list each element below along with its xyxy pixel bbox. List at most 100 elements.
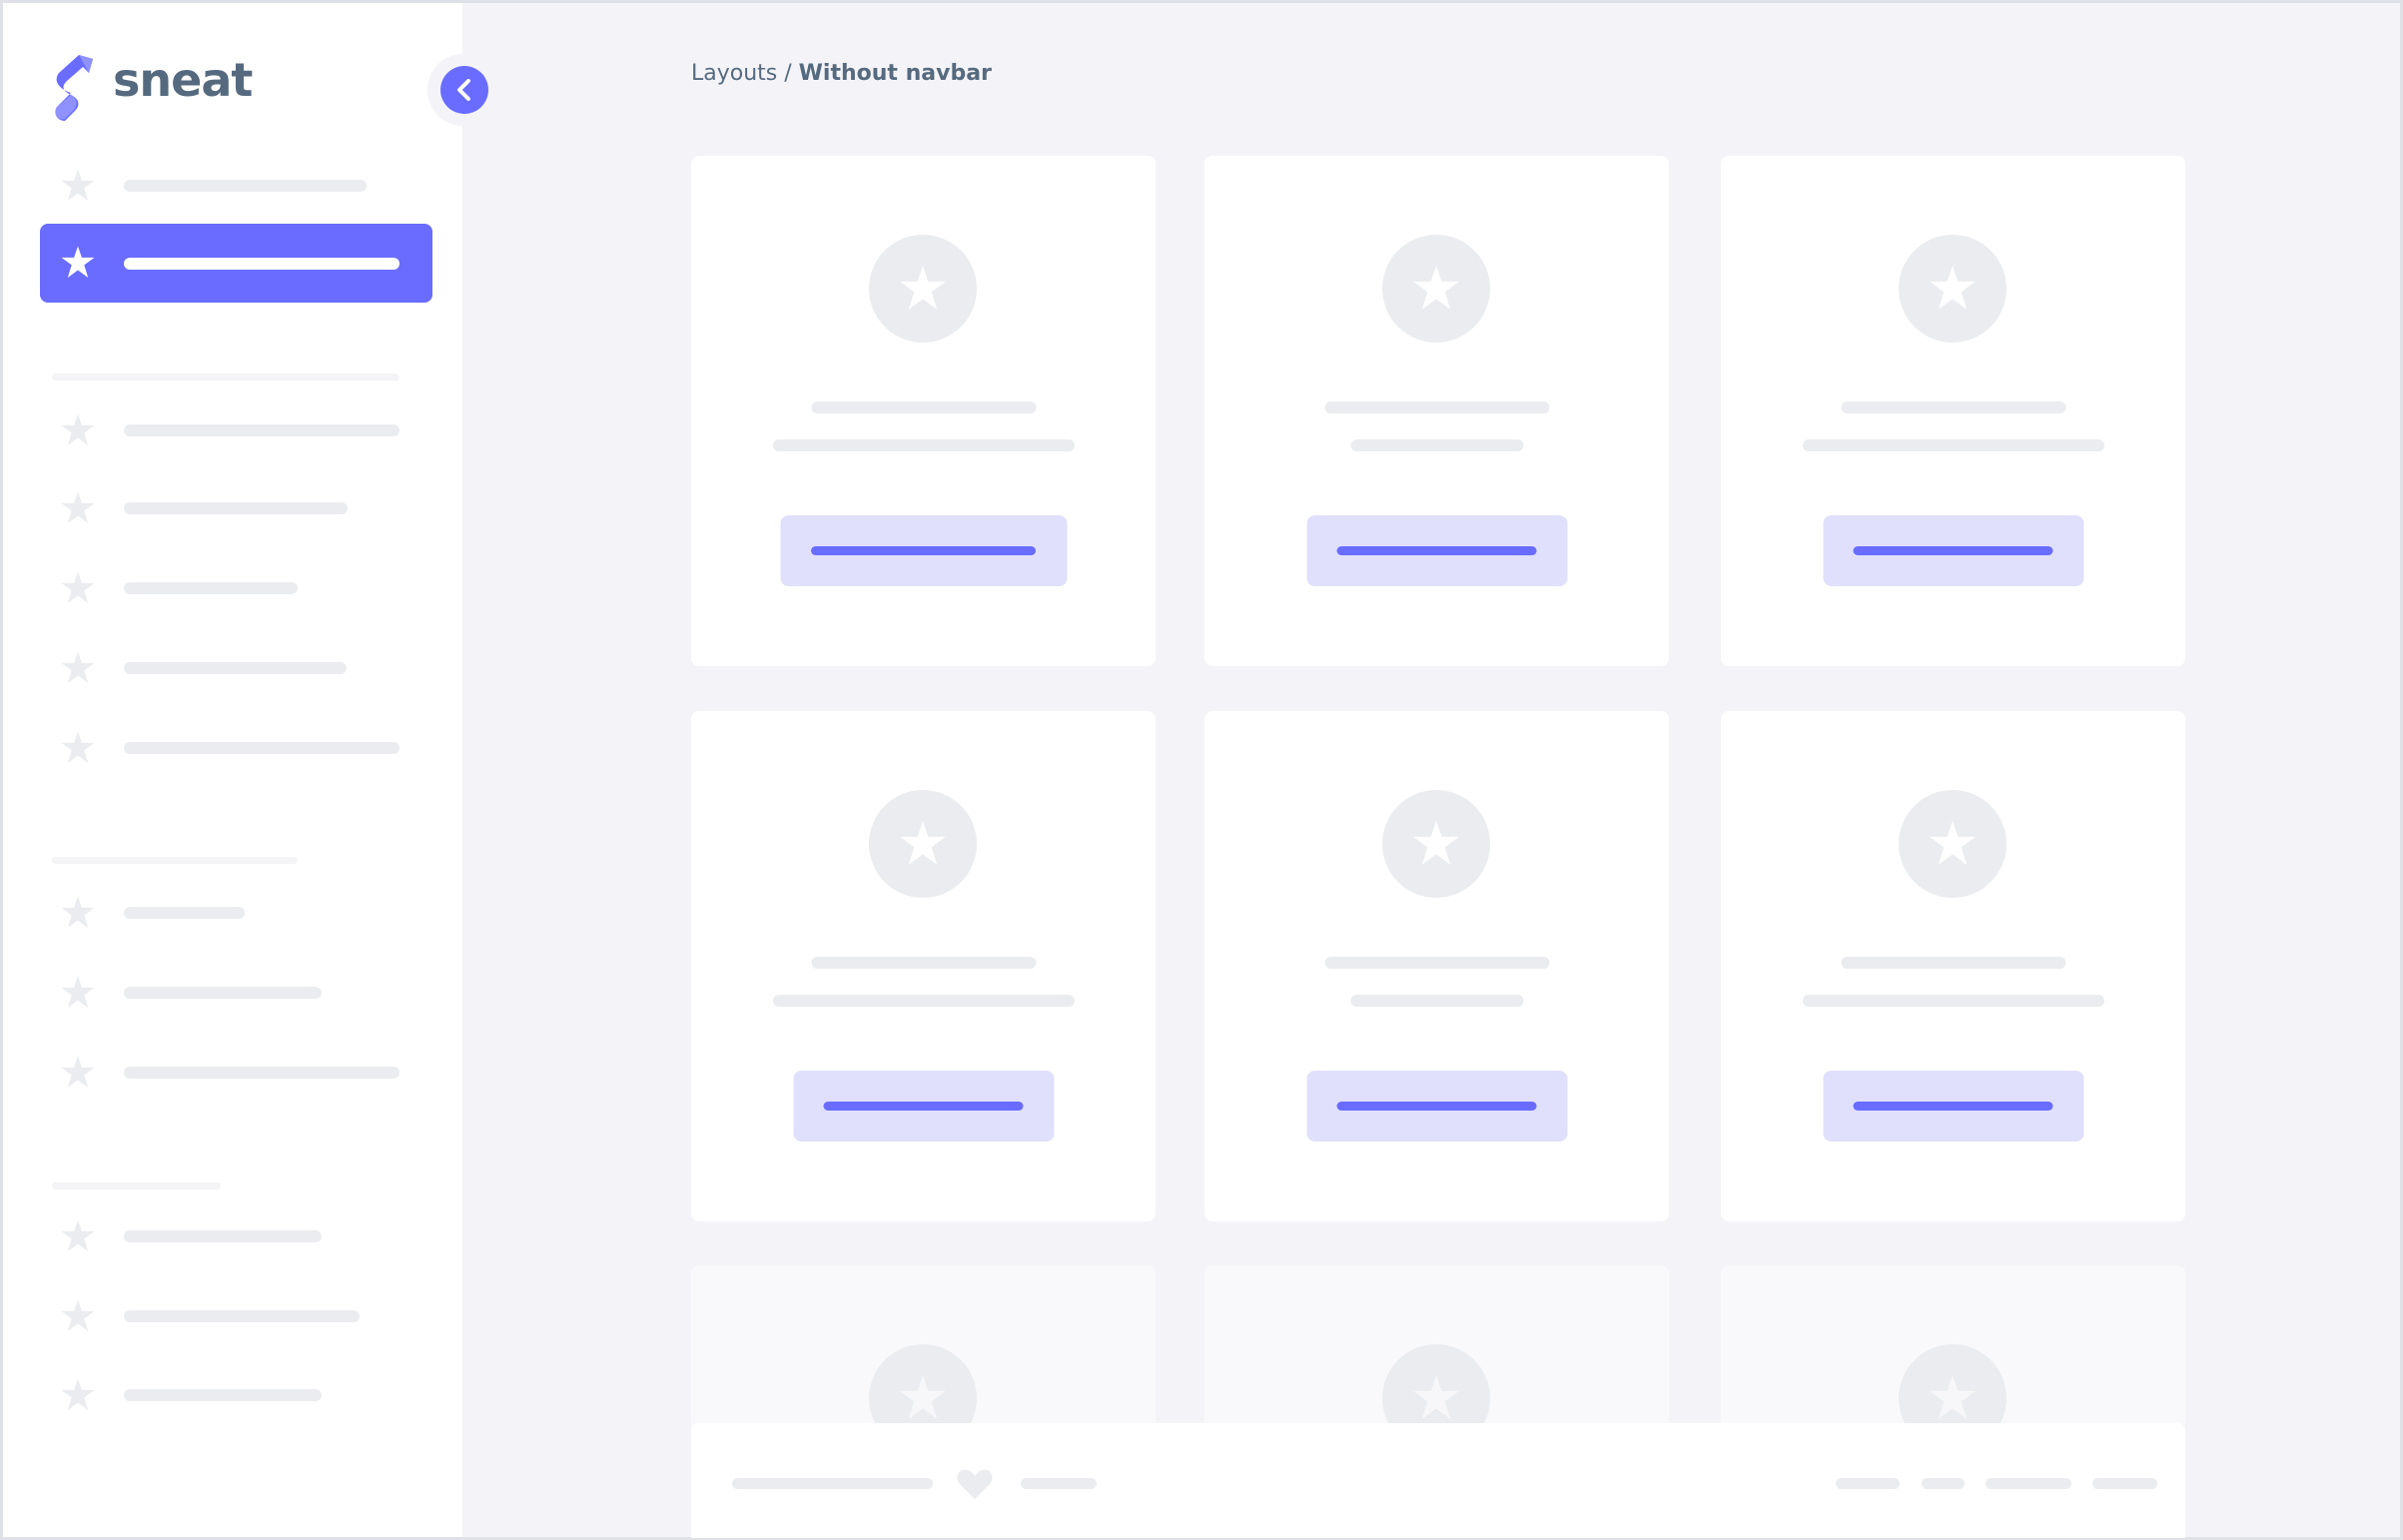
card-avatar bbox=[1899, 235, 2006, 343]
star-icon bbox=[60, 1377, 96, 1413]
sidebar-item-label-placeholder bbox=[124, 502, 348, 514]
sidebar-item-label-placeholder bbox=[124, 582, 298, 594]
sidebar-item-label-placeholder bbox=[124, 1067, 400, 1079]
footer-author-placeholder bbox=[1021, 1478, 1097, 1489]
card-button-label-placeholder bbox=[1853, 546, 2053, 555]
star-icon bbox=[898, 1373, 948, 1423]
sidebar-section-divider bbox=[52, 1182, 221, 1189]
sidebar-item[interactable] bbox=[40, 1216, 432, 1256]
card-action-button[interactable] bbox=[1823, 515, 2083, 586]
footer bbox=[691, 1423, 2185, 1538]
star-icon bbox=[60, 570, 96, 606]
sidebar-item-label-placeholder bbox=[124, 1310, 360, 1322]
card-text-placeholder bbox=[1802, 995, 2104, 1007]
content-card bbox=[691, 711, 1156, 1221]
card-avatar bbox=[1382, 235, 1490, 343]
card-button-label-placeholder bbox=[1336, 1102, 1537, 1111]
card-text-placeholder bbox=[1802, 439, 2104, 451]
sidebar-section-divider bbox=[52, 374, 400, 381]
sidebar-item[interactable] bbox=[40, 728, 432, 768]
star-icon bbox=[898, 819, 948, 869]
sidebar-item[interactable] bbox=[40, 410, 432, 450]
star-icon bbox=[60, 650, 96, 686]
sidebar-item-label-placeholder bbox=[124, 1230, 322, 1242]
sidebar-section-divider bbox=[52, 857, 298, 864]
sidebar-item-label-placeholder bbox=[124, 742, 400, 754]
star-icon bbox=[1928, 819, 1978, 869]
card-button-label-placeholder bbox=[823, 1102, 1024, 1111]
content-card bbox=[1204, 156, 1669, 666]
star-icon bbox=[60, 1298, 96, 1334]
card-action-button[interactable] bbox=[1823, 1071, 2083, 1142]
sidebar-item[interactable] bbox=[40, 166, 432, 206]
card-avatar bbox=[1899, 790, 2006, 898]
card-action-button[interactable] bbox=[1306, 1071, 1567, 1142]
sidebar-item-active[interactable] bbox=[40, 224, 432, 303]
sidebar: sneat bbox=[3, 3, 462, 1537]
star-icon bbox=[60, 1218, 96, 1254]
star-icon bbox=[1928, 264, 1978, 314]
footer-link[interactable] bbox=[2092, 1478, 2157, 1489]
content-card bbox=[1721, 156, 2185, 666]
card-title-placeholder bbox=[1324, 401, 1549, 413]
heart-icon bbox=[957, 1469, 993, 1499]
footer-link[interactable] bbox=[1836, 1478, 1900, 1489]
card-title-placeholder bbox=[1841, 401, 2065, 413]
card-avatar bbox=[869, 790, 977, 898]
card-button-label-placeholder bbox=[1853, 1102, 2053, 1111]
sidebar-item[interactable] bbox=[40, 1053, 432, 1093]
card-action-button[interactable] bbox=[1306, 515, 1567, 586]
sidebar-item[interactable] bbox=[40, 648, 432, 688]
breadcrumb-separator: / bbox=[777, 61, 799, 86]
star-icon bbox=[1411, 1373, 1461, 1423]
card-button-label-placeholder bbox=[811, 546, 1036, 555]
card-button-label-placeholder bbox=[1336, 546, 1537, 555]
sidebar-item[interactable] bbox=[40, 893, 432, 933]
sidebar-item-label-placeholder bbox=[124, 180, 367, 192]
brand-name: sneat bbox=[113, 53, 253, 107]
star-icon bbox=[60, 490, 96, 526]
sidebar-item[interactable] bbox=[40, 1296, 432, 1336]
sidebar-collapse-button[interactable] bbox=[440, 66, 488, 114]
chevron-left-icon bbox=[457, 79, 470, 101]
star-icon bbox=[60, 1055, 96, 1091]
sidebar-item[interactable] bbox=[40, 1375, 432, 1415]
sidebar-item-label-placeholder bbox=[124, 907, 245, 919]
star-icon bbox=[60, 975, 96, 1011]
card-title-placeholder bbox=[1841, 957, 2065, 969]
card-text-placeholder bbox=[1350, 439, 1523, 451]
star-icon bbox=[60, 168, 96, 204]
content-card bbox=[691, 156, 1156, 666]
star-icon bbox=[1928, 1373, 1978, 1423]
footer-link[interactable] bbox=[1986, 1478, 2071, 1489]
card-text-placeholder bbox=[772, 995, 1075, 1007]
breadcrumb-parent[interactable]: Layouts bbox=[691, 61, 778, 86]
sidebar-item[interactable] bbox=[40, 488, 432, 528]
content-card bbox=[1721, 711, 2185, 1221]
sidebar-item[interactable] bbox=[40, 973, 432, 1013]
content-card bbox=[1204, 711, 1669, 1221]
card-text-placeholder bbox=[1350, 995, 1523, 1007]
card-title-placeholder bbox=[1324, 957, 1549, 969]
card-avatar bbox=[1382, 790, 1490, 898]
card-avatar bbox=[869, 235, 977, 343]
footer-copyright-placeholder bbox=[732, 1478, 933, 1489]
breadcrumb-current: Without navbar bbox=[798, 61, 992, 86]
sidebar-item-label-placeholder bbox=[124, 424, 400, 436]
card-action-button[interactable] bbox=[780, 515, 1067, 586]
footer-link[interactable] bbox=[1922, 1478, 1965, 1489]
sneat-logo-icon bbox=[55, 55, 93, 121]
sidebar-item-label-placeholder bbox=[124, 1389, 322, 1401]
star-icon bbox=[60, 245, 96, 281]
sidebar-item[interactable] bbox=[40, 568, 432, 608]
star-icon bbox=[60, 895, 96, 931]
star-icon bbox=[60, 412, 96, 448]
sidebar-item-label-placeholder bbox=[124, 258, 400, 270]
card-title-placeholder bbox=[811, 401, 1036, 413]
star-icon bbox=[898, 264, 948, 314]
star-icon bbox=[60, 730, 96, 766]
sidebar-item-label-placeholder bbox=[124, 662, 347, 674]
sidebar-item-label-placeholder bbox=[124, 987, 322, 999]
card-action-button[interactable] bbox=[793, 1071, 1054, 1142]
